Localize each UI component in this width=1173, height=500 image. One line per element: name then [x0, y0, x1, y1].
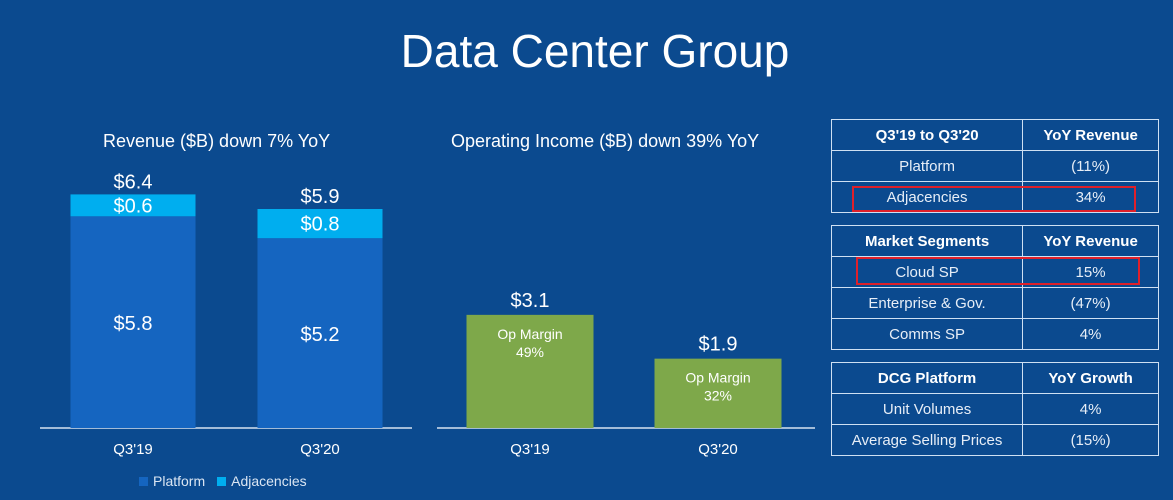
table-header: DCG Platform — [830, 362, 1024, 394]
row-value: 4% — [1022, 393, 1159, 425]
row-value: (47%) — [1022, 287, 1159, 319]
row-label: Cloud SP — [830, 256, 1024, 288]
row-value: 15% — [1022, 256, 1159, 288]
table-header: Market Segments — [830, 225, 1024, 257]
table-row: Cloud SP 15% — [830, 256, 1159, 288]
table-row: Unit Volumes 4% — [830, 393, 1159, 425]
x-tick-label: Q3'20 — [698, 441, 738, 458]
revenue-legend: Platform Adjacencies — [139, 473, 319, 489]
op-margin-label: Op Margin — [685, 370, 750, 386]
data-label-total: $6.4 — [114, 171, 153, 193]
data-label-total: $5.9 — [301, 186, 340, 208]
op-margin-value: 49% — [516, 344, 544, 360]
data-label-adjacencies: $0.6 — [114, 195, 153, 217]
revenue-chart: $5.8 $0.6$6.4 Q3'19 $5.2 $0.8 $5.9 Q3'20 — [40, 171, 412, 458]
x-tick-label: Q3'20 — [300, 441, 340, 458]
op-income-chart-title: Operating Income ($B) down 39% YoY — [451, 131, 760, 151]
row-value: (15%) — [1022, 424, 1159, 456]
legend-swatch-platform — [139, 476, 148, 486]
row-label: Platform — [830, 150, 1024, 182]
legend-label-platform: Platform — [153, 473, 206, 489]
data-label-adjacencies: $0.8 — [301, 214, 340, 236]
legend-item-platform: Platform — [139, 473, 205, 489]
op-margin-label: Op Margin — [497, 326, 562, 342]
table-row: Comms SP 4% — [830, 318, 1159, 350]
table-header-row: Market Segments YoY Revenue — [830, 225, 1159, 257]
bar-platform — [70, 216, 196, 428]
bar-op-income — [466, 314, 594, 428]
table-header-row: DCG Platform YoY Growth — [830, 362, 1159, 394]
op-income-chart: $3.1 Op Margin 49% Q3'19 $1.9 Op Margin 32% Q3'… — [437, 290, 815, 458]
bar-adjacencies — [257, 209, 383, 239]
data-label-op-income: $1.9 — [699, 334, 738, 356]
legend-label-adjacencies: Adjacencies — [231, 473, 307, 489]
bar-platform — [257, 238, 383, 428]
data-label-platform: $5.8 — [114, 313, 153, 335]
row-label: Comms SP — [830, 318, 1024, 350]
x-tick-label: Q3'19 — [113, 441, 153, 458]
table-header: YoY Revenue — [1022, 225, 1159, 257]
row-label: Adjacencies — [830, 181, 1024, 213]
table-header: YoY Revenue — [1022, 119, 1159, 151]
dcg-platform-table: DCG Platform YoY Growth Unit Volumes 4% … — [830, 362, 1159, 456]
table-header-row: Q3'19 to Q3'20 YoY Revenue — [830, 119, 1159, 151]
revenue-chart-title: Revenue ($B) down 7% YoY — [103, 131, 331, 151]
table-header: YoY Growth — [1022, 362, 1159, 394]
table-row: Average Selling Prices (15%) — [830, 424, 1159, 456]
row-label: Average Selling Prices — [830, 424, 1024, 456]
row-value: 4% — [1022, 318, 1159, 350]
table-row: Enterprise & Gov. (47%) — [830, 287, 1159, 319]
data-label-platform: $5.2 — [301, 324, 340, 346]
table-row: Platform (11%) — [830, 150, 1159, 182]
row-label: Enterprise & Gov. — [830, 287, 1024, 319]
data-label-op-income: $3.1 — [511, 290, 550, 312]
row-label: Unit Volumes — [830, 393, 1024, 425]
row-value: 34% — [1022, 181, 1159, 213]
yoy-revenue-table: Q3'19 to Q3'20 YoY Revenue Platform (11%… — [830, 119, 1159, 213]
legend-swatch-adjacencies — [217, 476, 227, 486]
x-tick-label: Q3'19 — [510, 441, 550, 458]
table-row: Adjacencies 34% — [830, 181, 1159, 213]
bar-adjacencies — [70, 194, 196, 217]
legend-item-adjacencies: Adjacencies — [217, 473, 307, 489]
row-value: (11%) — [1022, 150, 1159, 182]
page-title: Data Center Group — [400, 25, 790, 77]
op-margin-value: 32% — [704, 388, 732, 404]
table-header: Q3'19 to Q3'20 — [830, 119, 1024, 151]
market-segments-table: Market Segments YoY Revenue Cloud SP 15%… — [830, 225, 1159, 350]
bar-op-income — [654, 358, 782, 428]
